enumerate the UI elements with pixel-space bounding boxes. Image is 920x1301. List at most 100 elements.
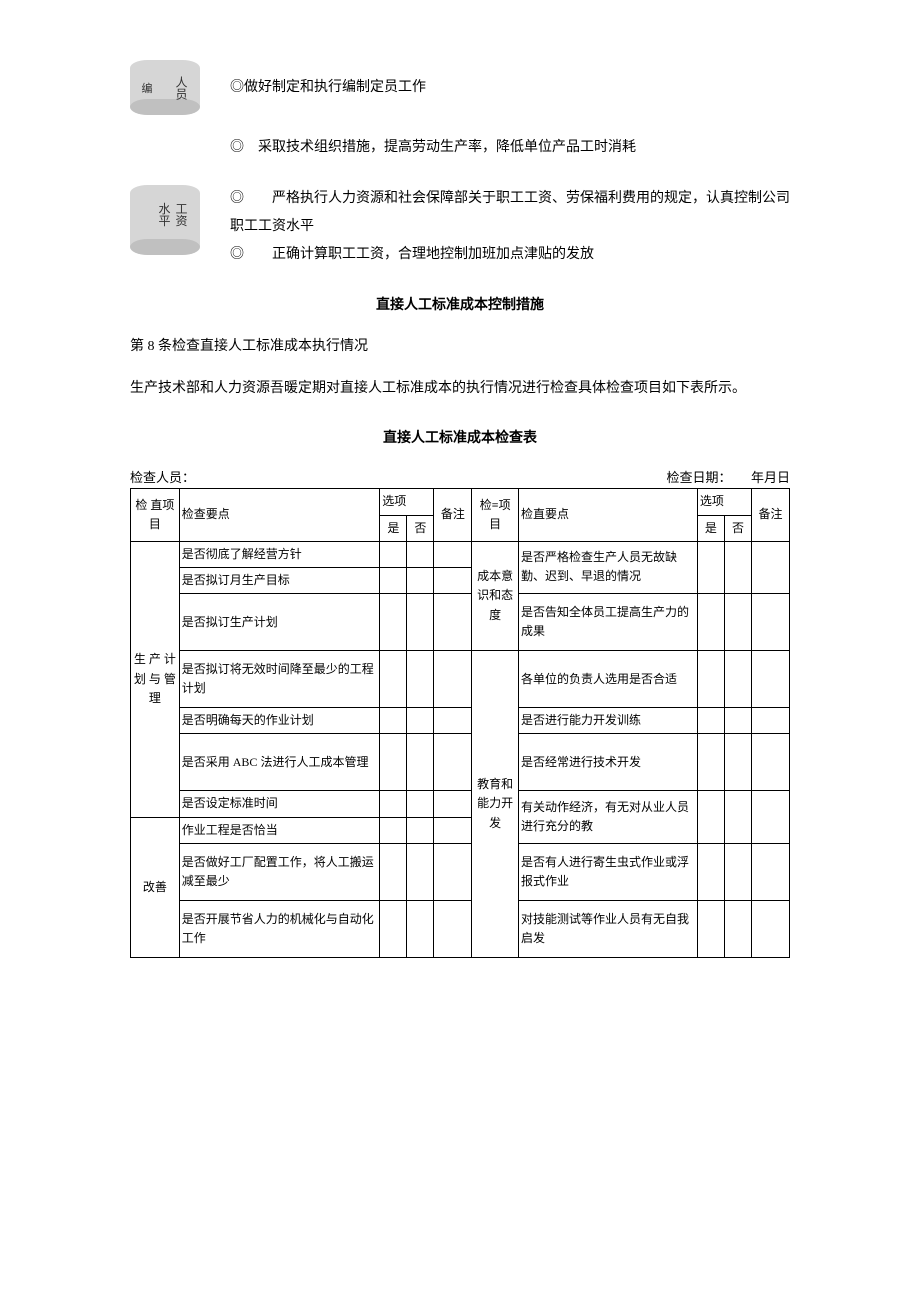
rp-3: 各单位的负责人选用是否合适 bbox=[518, 651, 697, 708]
cell bbox=[724, 594, 751, 651]
cell bbox=[407, 541, 434, 567]
cell bbox=[434, 567, 472, 593]
date-label: 检查日期： 年月日 bbox=[666, 467, 790, 486]
h-col1: 检 直项目 bbox=[131, 489, 180, 541]
table-row: 是否采用 ABC 法进行人工成本管理 是否经常进行技术开发 bbox=[131, 734, 790, 791]
cell bbox=[752, 594, 790, 651]
bullet2-line2: ◎ 正确计算职工工资，合理地控制加班加点津贴的发放 bbox=[230, 241, 790, 269]
lp-10: 是否开展节省人力的机械化与自动化工作 bbox=[179, 900, 380, 957]
cell bbox=[380, 567, 407, 593]
lp-6: 是否采用 ABC 法进行人工成本管理 bbox=[179, 734, 380, 791]
cylinder-icon-2: 工资水平 bbox=[130, 185, 200, 255]
table-row: 是否做好工厂配置工作，将人工搬运减至最少 是否有人进行寄生虫式作业或浮报式作业 bbox=[131, 843, 790, 900]
cell bbox=[434, 734, 472, 791]
cylinder-2-label: 工资水平 bbox=[156, 203, 190, 238]
cell bbox=[380, 843, 407, 900]
cell bbox=[407, 900, 434, 957]
lp-8: 作业工程是否恰当 bbox=[179, 817, 380, 843]
cell bbox=[697, 900, 724, 957]
cell bbox=[697, 708, 724, 734]
h-yes-l: 是 bbox=[380, 515, 407, 541]
table-row: 是否拟订将无效时间降至最少的工程计划 教育和能力开发 各单位的负责人选用是否合适 bbox=[131, 651, 790, 708]
h-col6: 检直要点 bbox=[518, 489, 697, 541]
rp-7: 是否有人进行寄生虫式作业或浮报式作业 bbox=[518, 843, 697, 900]
bullets-block-2: ◎ 严格执行人力资源和社会保障部关于职工工资、劳保福利费用的规定，认真控制公司职… bbox=[230, 185, 790, 269]
h-col7: 选项 bbox=[697, 489, 751, 515]
h-col2: 检查要点 bbox=[179, 489, 380, 541]
cat-right-2: 教育和能力开发 bbox=[472, 651, 519, 958]
table-row: 是否明确每天的作业计划 是否进行能力开发训练 bbox=[131, 708, 790, 734]
cell bbox=[380, 734, 407, 791]
lp-3: 是否拟订生产计划 bbox=[179, 594, 380, 651]
rp-1: 是否严格检查生产人员无故缺勤、迟到、早退的情况 bbox=[518, 541, 697, 593]
h-col3: 选项 bbox=[380, 489, 434, 515]
article-8: 第 8 条检查直接人工标准成本执行情况 bbox=[130, 334, 790, 361]
h-no-r: 否 bbox=[724, 515, 751, 541]
cell bbox=[434, 651, 472, 708]
cell bbox=[407, 708, 434, 734]
cell bbox=[434, 541, 472, 567]
h-col8: 备注 bbox=[752, 489, 790, 541]
h-no-l: 否 bbox=[407, 515, 434, 541]
cell bbox=[380, 708, 407, 734]
cell bbox=[407, 791, 434, 817]
section-1: 人员 编 ◎做好制定和执行编制定员工作 bbox=[130, 60, 790, 115]
bullet-text-2: ◎ 采取技术组织措施，提高劳动生产率，降低单位产品工时消耗 bbox=[230, 135, 790, 160]
cell bbox=[434, 594, 472, 651]
cell bbox=[724, 651, 751, 708]
cell bbox=[724, 734, 751, 791]
cell bbox=[434, 817, 472, 843]
bullet-text-1: ◎做好制定和执行编制定员工作 bbox=[230, 74, 426, 102]
cell bbox=[407, 734, 434, 791]
table-row: 是否开展节省人力的机械化与自动化工作 对技能测试等作业人员有无自我启发 bbox=[131, 900, 790, 957]
cell bbox=[380, 817, 407, 843]
rp-4: 是否进行能力开发训练 bbox=[518, 708, 697, 734]
table-meta: 检查人员： 检查日期： 年月日 bbox=[130, 467, 790, 486]
cell bbox=[697, 541, 724, 593]
rp-6: 有关动作经济，有无对从业人员进行充分的教 bbox=[518, 791, 697, 843]
h-yes-r: 是 bbox=[697, 515, 724, 541]
cylinder-1-label-right: 人员 bbox=[173, 76, 190, 100]
h-col5: 检≡项目 bbox=[472, 489, 519, 541]
cell bbox=[752, 900, 790, 957]
cell bbox=[752, 791, 790, 843]
bullet2-line1: ◎ 严格执行人力资源和社会保障部关于职工工资、劳保福利费用的规定，认真控制公司职… bbox=[230, 185, 790, 241]
cell bbox=[407, 594, 434, 651]
cell bbox=[724, 708, 751, 734]
cell bbox=[752, 734, 790, 791]
lp-5: 是否明确每天的作业计划 bbox=[179, 708, 380, 734]
cell bbox=[380, 791, 407, 817]
cell bbox=[724, 541, 751, 593]
cylinder-1-label-left: 编 bbox=[138, 82, 154, 93]
heading-measures: 直接人工标准成本控制措施 bbox=[130, 294, 790, 314]
cell bbox=[434, 708, 472, 734]
cell bbox=[752, 651, 790, 708]
cell bbox=[380, 541, 407, 567]
lp-2: 是否拟订月生产目标 bbox=[179, 567, 380, 593]
cell bbox=[697, 594, 724, 651]
cell bbox=[724, 843, 751, 900]
cell bbox=[434, 843, 472, 900]
table-row: 生 产 计划 与 管理 是否彻底了解经营方针 成本意识和态度 是否严格检查生产人… bbox=[131, 541, 790, 567]
lp-4: 是否拟订将无效时间降至最少的工程计划 bbox=[179, 651, 380, 708]
paragraph-1: 生产技术部和人力资源吾暖定期对直接人工标准成本的执行情况进行检查具体检查项目如下… bbox=[130, 376, 790, 403]
rp-8: 对技能测试等作业人员有无自我启发 bbox=[518, 900, 697, 957]
h-col4: 备注 bbox=[434, 489, 472, 541]
cat-left-2: 改善 bbox=[131, 817, 180, 957]
cat-left-1: 生 产 计划 与 管理 bbox=[131, 541, 180, 817]
table-row: 是否设定标准时间 有关动作经济，有无对从业人员进行充分的教 bbox=[131, 791, 790, 817]
lp-9: 是否做好工厂配置工作，将人工搬运减至最少 bbox=[179, 843, 380, 900]
cell bbox=[724, 900, 751, 957]
cell bbox=[724, 791, 751, 843]
section-2: 工资水平 ◎ 严格执行人力资源和社会保障部关于职工工资、劳保福利费用的规定，认真… bbox=[130, 185, 790, 269]
cell bbox=[407, 817, 434, 843]
cell bbox=[407, 651, 434, 708]
cell bbox=[380, 900, 407, 957]
cell bbox=[380, 651, 407, 708]
rp-5: 是否经常进行技术开发 bbox=[518, 734, 697, 791]
cat-right-1: 成本意识和态度 bbox=[472, 541, 519, 650]
cell bbox=[697, 734, 724, 791]
lp-7: 是否设定标准时间 bbox=[179, 791, 380, 817]
cell bbox=[752, 541, 790, 593]
inspector-label: 检查人员： bbox=[130, 467, 195, 486]
